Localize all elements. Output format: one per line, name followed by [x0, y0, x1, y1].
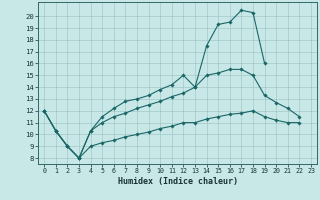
X-axis label: Humidex (Indice chaleur): Humidex (Indice chaleur)	[118, 177, 238, 186]
